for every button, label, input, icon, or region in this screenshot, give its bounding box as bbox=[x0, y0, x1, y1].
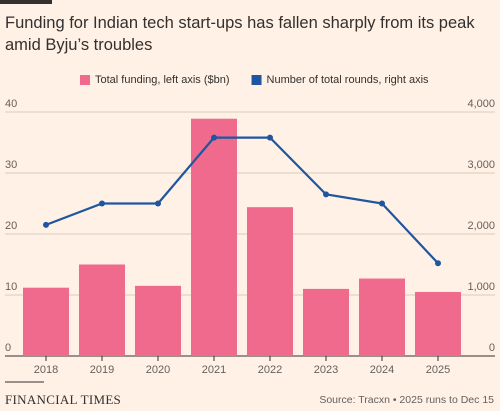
legend-swatch bbox=[251, 75, 262, 85]
line-point bbox=[379, 200, 385, 207]
bar bbox=[415, 291, 461, 356]
x-tick-label: 2024 bbox=[370, 364, 394, 376]
line-point bbox=[155, 200, 161, 207]
x-tick-label: 2019 bbox=[90, 364, 114, 376]
top-rule bbox=[0, 0, 52, 4]
bar bbox=[23, 287, 69, 356]
y2-tick-label: 0 bbox=[489, 342, 495, 354]
y-tick-label: 0 bbox=[5, 342, 11, 354]
y2-tick-label: 4,000 bbox=[467, 98, 495, 110]
bar bbox=[79, 264, 125, 356]
x-tick-label: 2025 bbox=[426, 364, 450, 376]
x-tick-label: 2022 bbox=[258, 364, 282, 376]
x-tick-label: 2018 bbox=[34, 364, 58, 376]
y-tick-label: 30 bbox=[5, 159, 17, 171]
x-tick-label: 2020 bbox=[146, 364, 170, 376]
bar bbox=[359, 278, 405, 356]
source-note: Source: Tracxn • 2025 runs to Dec 15 bbox=[319, 394, 494, 406]
y2-tick-label: 3,000 bbox=[467, 159, 495, 171]
y-tick-label: 10 bbox=[5, 281, 17, 293]
line-point bbox=[99, 200, 105, 207]
y-tick-label: 40 bbox=[5, 98, 17, 110]
legend-label: Number of total rounds, right axis bbox=[267, 74, 430, 86]
y-tick-label: 20 bbox=[5, 220, 17, 232]
bar bbox=[191, 118, 237, 357]
legend-label: Total funding, left axis ($bn) bbox=[95, 74, 230, 86]
legend-swatch bbox=[80, 75, 90, 85]
bar bbox=[303, 288, 349, 356]
line-point bbox=[323, 191, 329, 198]
line-point bbox=[267, 134, 273, 141]
line-point bbox=[43, 221, 49, 228]
bar bbox=[135, 285, 181, 356]
y2-tick-label: 1,000 bbox=[467, 281, 495, 293]
brand: FINANCIAL TIMES bbox=[5, 392, 122, 407]
bar bbox=[247, 207, 293, 356]
x-tick-label: 2021 bbox=[202, 364, 226, 376]
line-point bbox=[211, 134, 217, 141]
y2-tick-label: 2,000 bbox=[467, 220, 495, 232]
line-point bbox=[435, 260, 441, 267]
x-tick-label: 2023 bbox=[314, 364, 338, 376]
chart-title: Funding for Indian tech start-ups has fa… bbox=[5, 14, 475, 54]
line bbox=[45, 136, 439, 265]
